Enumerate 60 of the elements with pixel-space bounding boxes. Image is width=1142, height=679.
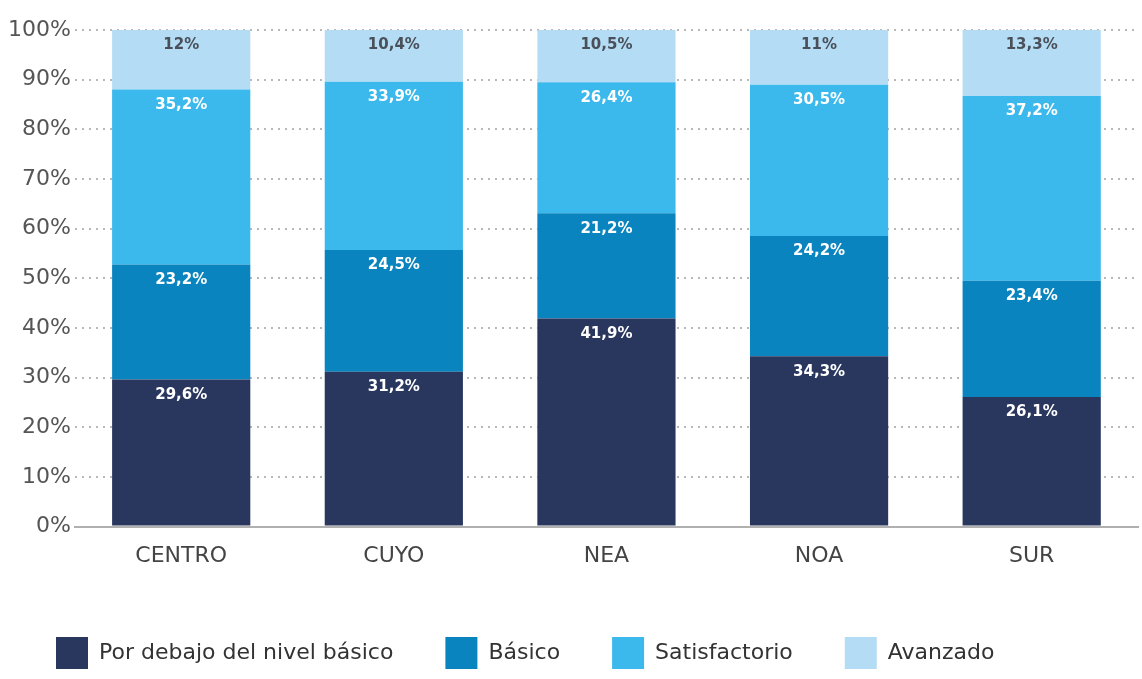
data-label: 37,2%	[1005, 101, 1058, 120]
data-label: 12%	[163, 35, 200, 54]
y-tick-label: 70%	[21, 164, 71, 190]
bar	[749, 236, 889, 357]
y-tick-label: 0%	[35, 512, 71, 538]
x-tick-label: CENTRO	[135, 541, 228, 567]
y-tick-label: 30%	[21, 363, 71, 389]
legend-label: Básico	[488, 638, 561, 664]
y-tick-label: 40%	[21, 313, 71, 339]
bar	[749, 84, 889, 237]
bar	[324, 371, 463, 526]
x-tick-label: NEA	[583, 541, 630, 567]
bar	[749, 356, 889, 526]
bar	[324, 81, 463, 250]
bar	[962, 96, 1101, 281]
data-label: 23,2%	[155, 269, 208, 288]
legend-label: Por debajo del nivel básico	[99, 638, 394, 664]
data-label: 21,2%	[580, 218, 633, 237]
bar	[537, 30, 676, 83]
bar	[537, 213, 676, 319]
bar	[537, 318, 676, 526]
data-label: 35,2%	[155, 94, 208, 113]
data-label: 26,1%	[1005, 402, 1058, 421]
bar	[962, 280, 1101, 397]
bar	[962, 30, 1101, 97]
data-label: 10,4%	[367, 35, 420, 54]
data-label: 26,4%	[580, 87, 633, 106]
data-label: 33,9%	[367, 87, 420, 106]
x-tick-label: CUYO	[363, 541, 425, 567]
data-label: 13,3%	[1005, 35, 1058, 54]
legend-label: Satisfactorio	[655, 638, 793, 664]
bar	[324, 30, 463, 82]
data-label: 24,2%	[793, 241, 846, 260]
y-tick-label: 20%	[21, 413, 71, 438]
bar	[749, 30, 889, 85]
bar	[112, 379, 251, 526]
data-label: 31,2%	[367, 377, 420, 396]
data-label: 23,4%	[1005, 286, 1058, 305]
data-label: 11%	[801, 35, 838, 54]
bar	[324, 249, 463, 372]
bar	[537, 82, 676, 214]
y-tick-label: 50%	[21, 264, 71, 290]
data-label: 41,9%	[580, 323, 633, 342]
x-tick-label: SUR	[1009, 541, 1055, 567]
legend-label: Avanzado	[887, 638, 995, 664]
data-label: 34,3%	[793, 361, 846, 380]
bar	[112, 30, 251, 90]
y-tick-label: 80%	[21, 115, 71, 141]
data-label: 29,6%	[155, 385, 208, 403]
y-tick-label: 90%	[21, 65, 71, 91]
data-label: 24,5%	[367, 255, 420, 274]
bar	[962, 396, 1101, 526]
bar	[112, 89, 251, 265]
y-tick-label: 60%	[21, 214, 71, 240]
data-label: 10,5%	[580, 35, 633, 54]
y-tick-label: 10%	[21, 462, 71, 488]
x-tick-label: NOA	[794, 541, 844, 567]
bar	[112, 264, 251, 380]
data-label: 30,5%	[793, 90, 846, 109]
y-tick-label: 100%	[7, 15, 71, 41]
